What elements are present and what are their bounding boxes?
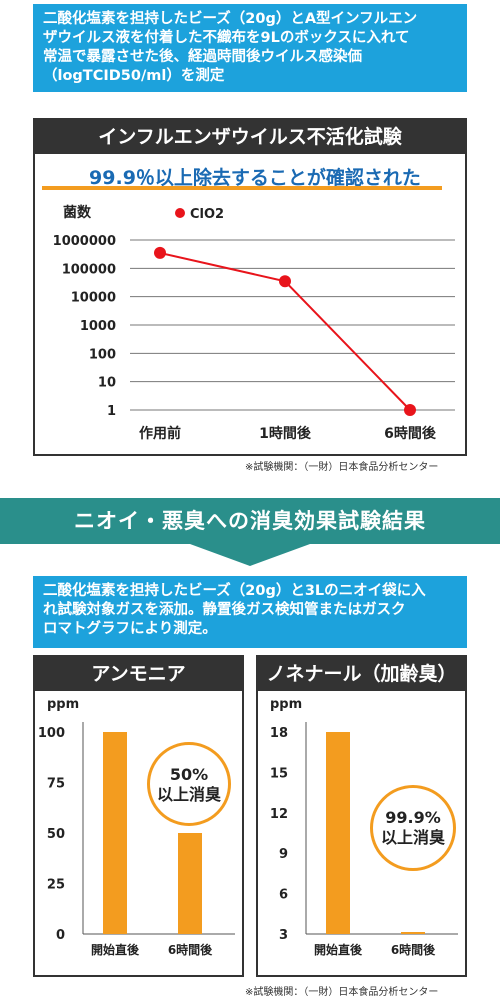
ammonia-reduction-badge: 50% 以上消臭 xyxy=(147,742,231,826)
y-tick-label: 50 xyxy=(47,827,65,842)
y-tick-label: 100 xyxy=(38,726,65,741)
bar xyxy=(103,732,127,934)
headline-underline xyxy=(42,186,442,190)
y-tick-label: 3 xyxy=(279,928,288,943)
x-tick-label: 6時間後 xyxy=(384,425,437,442)
y-tick-label: 18 xyxy=(270,726,288,741)
data-point xyxy=(279,275,291,288)
x-tick-label: 開始直後 xyxy=(91,942,140,957)
x-tick-label: 開始直後 xyxy=(314,942,363,957)
y-axis-label: ppm xyxy=(270,697,302,712)
y-tick-label: 100 xyxy=(89,347,116,362)
y-tick-label: 1000000 xyxy=(53,234,116,249)
intro-line: ザウイルス液を付着した不織布を9Lのボックスに入れて xyxy=(43,30,410,46)
deodor-description-box: 二酸化塩素を担持したビーズ（20g）と3Lのニオイ袋に入 れ試験対象ガスを添加。… xyxy=(33,576,467,648)
ammonia-badge-percent: 50% xyxy=(169,765,209,784)
y-tick-label: 75 xyxy=(47,777,65,792)
y-axis-label: ppm xyxy=(47,697,79,712)
nonenal-reduction-badge: 99.9% 以上消臭 xyxy=(370,785,456,871)
deodor-line: れ試験対象ガスを添加。静置後ガス検知管またはガスク xyxy=(43,602,406,618)
nonenal-badge-percent: 99.9% xyxy=(385,808,441,827)
y-tick-label: 15 xyxy=(270,766,288,781)
legend-label: ClO2 xyxy=(190,207,224,222)
data-point xyxy=(404,404,416,416)
y-tick-label: 10 xyxy=(98,376,116,391)
y-tick-label: 100000 xyxy=(62,262,116,277)
deodor-line: ロマトグラフにより測定。 xyxy=(43,621,217,637)
x-tick-label: 1時間後 xyxy=(259,425,312,442)
y-tick-label: 9 xyxy=(279,847,288,862)
intro-line: 常温で暴露させた後、経過時間後ウイルス感染価 xyxy=(43,49,362,65)
y-tick-label: 0 xyxy=(56,928,65,943)
ammonia-badge-text: 以上消臭 xyxy=(156,785,221,804)
deodorization-banner: ニオイ・悪臭への消臭効果試験結果 xyxy=(0,498,500,544)
y-tick-label: 1 xyxy=(107,404,116,419)
virus-test-panel: インフルエンザウイルス不活化試験 xyxy=(33,118,467,456)
nonenal-title: ノネナール（加齢臭） xyxy=(258,657,465,691)
x-tick-label: 作用前 xyxy=(139,425,181,442)
ammonia-title: アンモニア xyxy=(35,657,242,691)
bar xyxy=(401,932,425,934)
data-point xyxy=(154,246,166,259)
virus-test-note: ※試験機関：（一財）日本食品分析センター xyxy=(245,462,439,473)
x-tick-label: 6時間後 xyxy=(168,942,213,957)
intro-line: 二酸化塩素を担持したビーズ（20g）とA型インフルエン xyxy=(43,11,418,27)
y-axis-label: 菌数 xyxy=(63,204,92,221)
virus-line-chart: 菌数 ClO2 1000000 100000 10000 1000 100 10 1 作用前 1時間… xyxy=(53,204,455,442)
deodor-test-note: ※試験機関：（一財）日本食品分析センター xyxy=(245,987,439,998)
bar xyxy=(178,833,202,934)
bar xyxy=(326,732,350,934)
intro-description-box: 二酸化塩素を担持したビーズ（20g）とA型インフルエン ザウイルス液を付着した不… xyxy=(33,4,467,92)
y-tick-label: 10000 xyxy=(71,291,116,306)
virus-test-title: インフルエンザウイルス不活化試験 xyxy=(35,120,465,154)
y-tick-label: 25 xyxy=(47,878,65,893)
virus-test-headline: 99.9％以上除去することが確認された xyxy=(89,167,421,189)
nonenal-bar-chart: ppm 18 15 12 9 6 3 開始直後 6時間後 xyxy=(270,697,458,957)
y-tick-label: 12 xyxy=(270,807,288,822)
x-tick-label: 6時間後 xyxy=(391,942,436,957)
ammonia-bar-chart: ppm 100 75 50 25 0 開始直後 6時間後 xyxy=(38,697,235,957)
y-tick-label: 1000 xyxy=(80,319,116,334)
intro-line: （logTCID50/ml）を測定 xyxy=(43,68,225,84)
deodor-line: 二酸化塩素を担持したビーズ（20g）と3Lのニオイ袋に入 xyxy=(43,583,426,599)
nonenal-badge-text: 以上消臭 xyxy=(380,828,445,847)
legend-marker xyxy=(175,208,185,218)
y-tick-label: 6 xyxy=(279,888,288,903)
banner-arrow xyxy=(190,544,310,566)
